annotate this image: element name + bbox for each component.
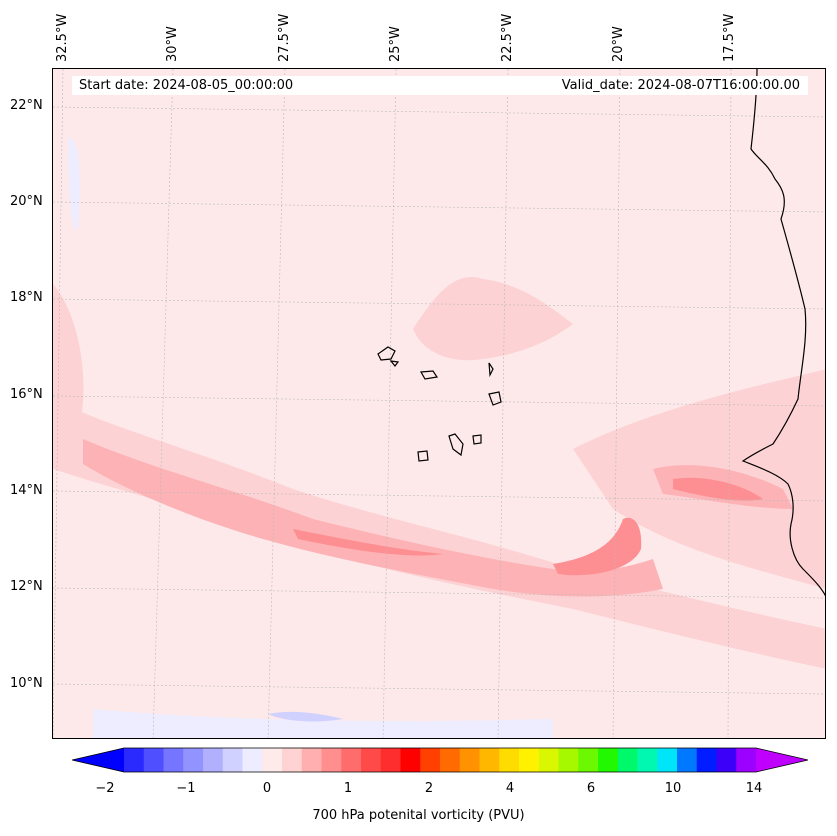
colorbar-cell: [321, 748, 342, 772]
colorbar-tick-label: 1: [343, 781, 353, 796]
colorbar-cell: [519, 748, 540, 772]
latitude-label: 14°N: [10, 483, 43, 498]
latitude-label: 16°N: [10, 387, 43, 402]
pv-core-main: [83, 439, 663, 597]
map-panel: [52, 68, 826, 739]
colorbar-cell: [242, 748, 263, 772]
colorbar-cell: [163, 748, 184, 772]
colorbar-cell: [716, 748, 737, 772]
colorbar-cell: [736, 748, 757, 772]
colorbar-extend-min: [72, 748, 124, 772]
colorbar-tick-label: 2: [424, 781, 434, 796]
longitude-label: 17.5°W: [722, 13, 737, 62]
latitude-label: 22°N: [10, 98, 43, 113]
colorbar-cell: [301, 748, 322, 772]
colorbar-cell: [696, 748, 717, 772]
colorbar-cell: [400, 748, 421, 772]
colorbar-cell: [538, 748, 559, 772]
pv-negative-3: [268, 711, 343, 722]
pv-max-ne: [673, 477, 763, 501]
latitude-label: 18°N: [10, 290, 43, 305]
valid-date-text: Valid_date: 2024-08-07T16:00:00.00: [561, 78, 800, 93]
latitude-label: 10°N: [10, 676, 43, 691]
colorbar-cell: [420, 748, 441, 772]
colorbar-cell: [578, 748, 599, 772]
colorbar-cell: [637, 748, 658, 772]
colorbar-cell: [657, 748, 678, 772]
colorbar-cell: [598, 748, 619, 772]
longitude-label: 22.5°W: [500, 13, 515, 62]
longitude-label: 27.5°W: [277, 13, 292, 62]
colorbar-cell: [143, 748, 164, 772]
colorbar-tick-label: 14: [745, 781, 763, 796]
pv-max-east: [553, 517, 642, 576]
colorbar-cell: [440, 748, 461, 772]
pv-negative-1: [68, 138, 80, 230]
pv-band-main: [53, 399, 825, 669]
colorbar-cell: [222, 748, 243, 772]
colorbar-cell: [361, 748, 382, 772]
colorbar-label: 700 hPa potenital vorticity (PVU): [312, 808, 525, 823]
latitude-label: 12°N: [10, 579, 43, 594]
start-date-text: Start date: 2024-08-05_00:00:00: [79, 78, 294, 93]
colorbar-cell: [380, 748, 401, 772]
colorbar-tick-label: 4: [505, 781, 515, 796]
colorbar-tick-label: 0: [262, 781, 272, 796]
pv-patch-center: [413, 277, 573, 361]
colorbar-cell: [341, 748, 362, 772]
colorbar-outline: [72, 747, 809, 773]
colorbar-cell: [183, 748, 204, 772]
colorbar-cell: [677, 748, 698, 772]
longitude-label: 20°W: [611, 26, 626, 62]
colorbar-cell: [124, 748, 145, 772]
graticule: [53, 69, 825, 738]
longitude-label: 30°W: [165, 26, 180, 62]
pv-max-west: [293, 529, 443, 556]
colorbar-extend-max: [756, 748, 808, 772]
pv-band-northwest: [53, 284, 84, 449]
colorbar-cell: [558, 748, 579, 772]
longitude-label: 25°W: [388, 26, 403, 62]
colorbar-cell: [499, 748, 520, 772]
colorbar-cell: [617, 748, 638, 772]
colorbar-tick-label: 6: [586, 781, 596, 796]
longitude-label: 32.5°W: [55, 13, 70, 62]
colorbar-tick-label: −1: [176, 781, 196, 796]
colorbar-cell: [262, 748, 283, 772]
colorbar-cell: [203, 748, 224, 772]
colorbar: [72, 747, 809, 773]
colorbar-tick-label: 10: [664, 781, 682, 796]
date-info-box: Start date: 2024-08-05_00:00:00 Valid_da…: [72, 76, 808, 95]
cape-verde-islands: [377, 346, 502, 462]
colorbar-cell: [479, 748, 500, 772]
colorbar-cells: [72, 747, 809, 773]
colorbar-tick-label: −2: [95, 781, 115, 796]
latitude-label: 20°N: [10, 194, 43, 209]
vorticity-map: [53, 69, 825, 738]
africa-coastline: [741, 69, 825, 597]
pv-negative-2: [93, 709, 553, 738]
colorbar-cell: [459, 748, 480, 772]
colorbar-cell: [282, 748, 303, 772]
